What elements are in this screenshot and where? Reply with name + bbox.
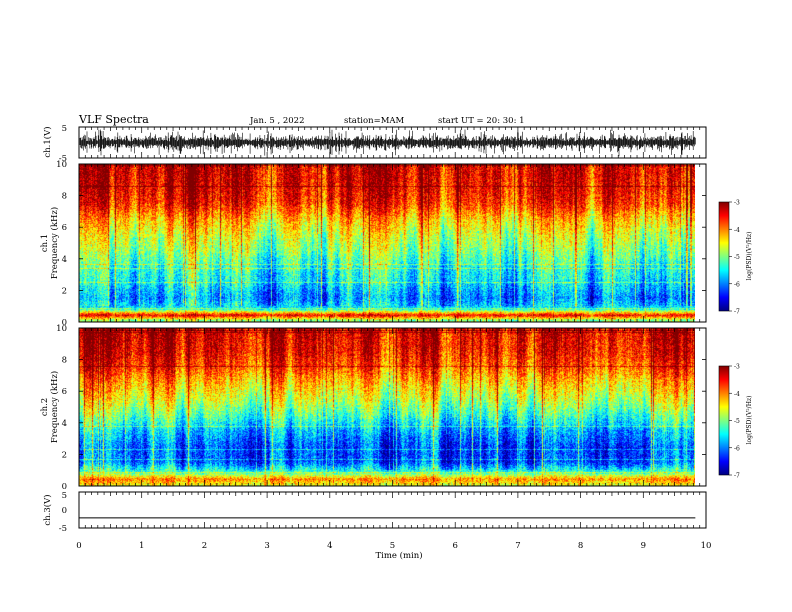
ch2-colorbar-tick-label: -7 [734, 473, 740, 480]
ch1-colorbar: -3 -4 -5 -6 -7 log(PSD)(V²/Hz) [718, 200, 753, 316]
ch2-spectrogram-heatmap [79, 328, 695, 486]
ch3-waveform-panel: 5 0 -5 ch.3(V) 0 1 2 3 4 5 6 7 8 9 10 Time (min) [42, 491, 711, 561]
time-tick-label: 9 [641, 541, 646, 551]
ch2-colorbar-tick-label: -4 [734, 391, 740, 398]
ch2-spectrogram-channel-label: ch.2 [40, 398, 50, 416]
ch1-colorbar-tick-label: -7 [734, 309, 740, 316]
time-tick-label: 0 [76, 541, 81, 551]
time-axis-ticks [78, 127, 707, 528]
ch1-spectrogram-ytick-label: 8 [62, 192, 67, 202]
ch2-colorbar-ticks: -3 -4 -5 -6 -7 [729, 364, 740, 480]
ch2-spectrogram-ytick-label: 10 [56, 324, 67, 334]
ch1-spectrogram-yticks: 0 2 4 6 8 10 [56, 160, 706, 328]
time-tick-label: 1 [139, 541, 144, 551]
ch1-spectrogram-image [79, 164, 695, 322]
ch2-spectrogram-image [79, 328, 695, 486]
station-label: station=MAM [344, 116, 405, 126]
ch1-ytick-top: 5 [62, 124, 67, 134]
ch2-colorbar-tick-label: -5 [734, 418, 740, 425]
ch2-spectrogram-ylabel: Frequency (kHz) [49, 371, 60, 443]
time-tick-label: 7 [515, 541, 520, 551]
ch1-waveform-trace [79, 129, 696, 157]
time-tick-label: 4 [327, 541, 332, 551]
ch2-spectrogram-panel: 0 2 4 6 8 10 ch.2 Frequency (kHz) [40, 324, 707, 492]
ch2-colorbar-tick-label: -3 [734, 364, 740, 371]
ch2-spectrogram-yticks: 0 2 4 6 8 10 [56, 324, 706, 492]
ch1-colorbar-scale [718, 201, 730, 312]
figure-title: VLF Spectra [78, 113, 149, 126]
ch2-colorbar-tick-label: -6 [734, 445, 740, 452]
ch1-ytick-bottom: -5 [59, 154, 67, 164]
time-tick-label: 10 [701, 541, 712, 551]
ch1-spectrogram-ytick-label: 6 [62, 223, 67, 233]
ch1-colorbar-tick-label: -5 [734, 254, 740, 261]
date-label: Jan. 5 , 2022 [249, 116, 305, 126]
ch1-spectrogram-heatmap [79, 164, 695, 322]
ch1-colorbar-tick-label: -4 [734, 227, 740, 234]
ch3-ytick-bottom: -5 [59, 524, 67, 534]
ch2-colorbar-scale [718, 365, 730, 476]
time-tick-label: 8 [578, 541, 583, 551]
ch2-colorbar: -3 -4 -5 -6 -7 log(PSD)(V²/Hz) [718, 364, 753, 480]
ch1-spectrogram-ylabel: Frequency (kHz) [49, 207, 60, 279]
ch1-waveform-ylabel: ch.1(V) [42, 126, 53, 157]
ch1-spectrogram-panel: 0 2 4 6 8 10 ch.1 Frequency (kHz) [40, 160, 707, 328]
ch1-colorbar-tick-label: -3 [734, 200, 740, 207]
ch1-colorbar-tick-label: -6 [734, 281, 740, 288]
ch1-colorbar-label: log(PSD)(V²/Hz) [746, 232, 753, 281]
ch3-ytick-top: 5 [62, 491, 67, 501]
ch1-waveform-path [79, 129, 696, 157]
ch2-spectrogram-ytick-label: 2 [62, 450, 67, 460]
start-time-label: start UT = 20: 30: 1 [438, 116, 525, 126]
ch2-colorbar-label: log(PSD)(V²/Hz) [746, 396, 753, 445]
time-tick-label: 6 [452, 541, 457, 551]
ch1-spectrogram-ytick-label: 4 [62, 255, 67, 265]
ch1-spectrogram-ytick-label: 0 [62, 318, 67, 328]
time-axis-ticklabels: 0 1 2 3 4 5 6 7 8 9 10 [76, 541, 711, 551]
time-tick-label: 5 [390, 541, 395, 551]
ch2-spectrogram-ytick-label: 0 [62, 482, 67, 492]
ch1-spectrogram-channel-label: ch.1 [40, 234, 50, 252]
ch1-spectrogram-ytick-label: 2 [62, 286, 67, 296]
time-axis-label: Time (min) [375, 550, 422, 561]
ch3-waveform-ylabel: ch.3(V) [42, 494, 53, 525]
ch2-spectrogram-ytick-label: 6 [62, 387, 67, 397]
ch2-spectrogram-ytick-label: 4 [62, 419, 67, 429]
ch1-spectrogram-ytick-label: 10 [56, 160, 67, 170]
time-tick-label: 3 [264, 541, 269, 551]
ch2-spectrogram-ytick-label: 8 [62, 356, 67, 366]
ch1-colorbar-ticks: -3 -4 -5 -6 -7 [729, 200, 740, 316]
ch3-ytick-mid: 0 [62, 506, 67, 516]
time-tick-label: 2 [202, 541, 207, 551]
